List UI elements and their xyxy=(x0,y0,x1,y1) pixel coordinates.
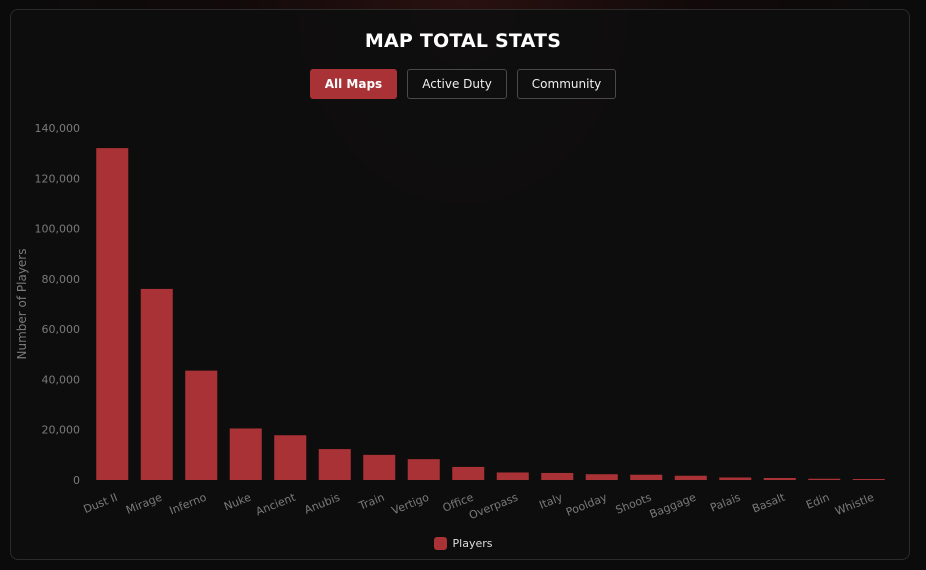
tab-community[interactable]: Community xyxy=(516,69,617,99)
y-tick-label: 140,000 xyxy=(35,122,81,135)
x-tick-label: Italy xyxy=(537,491,564,512)
bar xyxy=(318,449,351,480)
bar xyxy=(185,370,218,480)
tab-active-duty[interactable]: Active Duty xyxy=(407,69,507,99)
legend-label: Players xyxy=(452,537,493,550)
page-title: MAP TOTAL STATS xyxy=(364,30,562,52)
x-tick-label: Basalt xyxy=(750,490,787,515)
bar xyxy=(541,472,574,480)
bar xyxy=(140,288,173,480)
y-tick-label: 0 xyxy=(73,474,80,487)
x-tick-label: Anubis xyxy=(302,491,342,517)
x-tick-label: Poolday xyxy=(564,491,609,519)
legend-swatch xyxy=(433,537,447,550)
x-tick-label: Train xyxy=(356,491,386,513)
bar xyxy=(96,148,129,480)
chart-legend[interactable]: Players xyxy=(0,537,926,550)
bar xyxy=(719,477,752,480)
y-tick-label: 60,000 xyxy=(42,323,81,336)
y-axis-label: Number of Players xyxy=(15,249,29,360)
bar xyxy=(452,466,485,480)
x-tick-label: Nuke xyxy=(222,491,253,514)
y-tick-label: 100,000 xyxy=(35,223,81,236)
bar xyxy=(585,474,618,480)
x-tick-label: Palais xyxy=(708,491,742,515)
x-tick-label: Inferno xyxy=(167,491,208,518)
y-tick-label: 40,000 xyxy=(42,373,81,386)
x-tick-label: Mirage xyxy=(124,491,164,517)
bar xyxy=(229,428,262,480)
bar xyxy=(407,459,440,480)
bar xyxy=(763,477,796,480)
map-filter-tabs: All Maps Active Duty Community xyxy=(0,69,926,99)
y-tick-label: 20,000 xyxy=(42,424,81,437)
x-tick-label: Edin xyxy=(804,491,831,512)
x-tick-label: Vertigo xyxy=(390,491,431,518)
bar xyxy=(630,474,663,480)
bar xyxy=(808,478,841,480)
y-tick-label: 80,000 xyxy=(42,273,81,286)
bar xyxy=(363,454,396,480)
x-tick-label: Baggage xyxy=(648,491,698,521)
tab-all-maps[interactable]: All Maps xyxy=(309,69,398,99)
bar xyxy=(852,478,885,480)
bar xyxy=(496,472,529,480)
x-tick-label: Ancient xyxy=(254,490,298,518)
bar xyxy=(674,475,707,480)
y-tick-label: 120,000 xyxy=(35,172,81,185)
bar xyxy=(274,435,307,480)
x-tick-label: Overpass xyxy=(467,491,520,523)
x-tick-label: Dust II xyxy=(82,491,120,516)
x-tick-label: Whistle xyxy=(833,491,876,518)
x-tick-label: Shoots xyxy=(614,491,654,517)
